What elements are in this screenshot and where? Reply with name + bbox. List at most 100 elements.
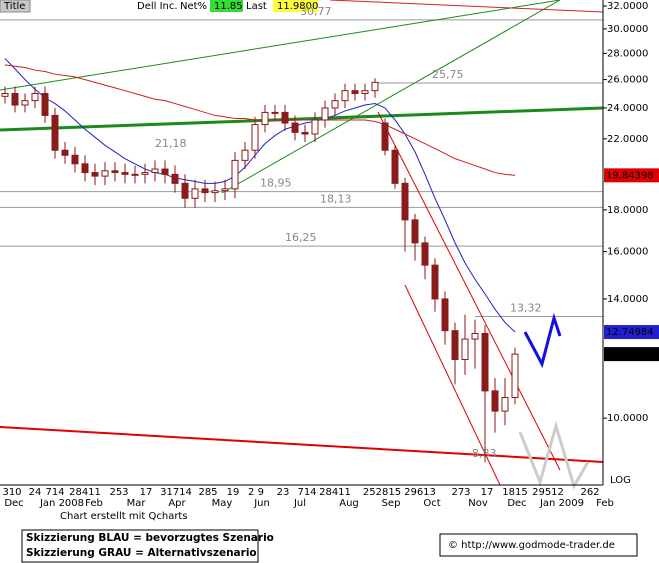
y-tick-label: 10.0000 xyxy=(607,413,648,424)
candle-body xyxy=(301,131,309,135)
level-label: 13,32 xyxy=(510,302,542,315)
candle-body xyxy=(451,330,459,360)
level-label: 18,95 xyxy=(260,177,292,190)
candle-body xyxy=(241,149,249,161)
header-title: Title xyxy=(3,1,25,12)
candle-body xyxy=(431,264,439,300)
annotations xyxy=(0,0,604,490)
candle-body xyxy=(481,332,489,392)
x-tick-label: 19 xyxy=(227,487,240,498)
x-tick-label: 285 xyxy=(198,487,217,498)
month-label: Feb xyxy=(596,498,614,509)
legend-text: Skizzierung BLAU = bevorzugtes Szenario xyxy=(26,532,274,544)
trend-line xyxy=(329,0,604,13)
candle-body xyxy=(231,159,239,190)
y-tick-label: 22.0000 xyxy=(607,134,648,145)
month-label: Jul xyxy=(293,498,306,509)
candle-body xyxy=(261,111,269,126)
candle-body xyxy=(361,90,369,94)
y-tick-label: 14.0000 xyxy=(607,294,648,305)
x-tick-label: 17 xyxy=(140,487,153,498)
candle-body xyxy=(421,242,429,266)
month-label: Mar xyxy=(127,498,147,509)
candle-body xyxy=(501,396,509,412)
price-box xyxy=(604,325,659,340)
x-tick-label: 262 xyxy=(580,487,599,498)
y-tick-label: 24.0000 xyxy=(607,103,648,114)
level-label: 30,77 xyxy=(300,5,332,18)
level-label: 8,83 xyxy=(472,447,497,460)
candle-body xyxy=(511,353,519,398)
header-net-label: Net% xyxy=(180,1,207,12)
y-tick-label: 16.0000 xyxy=(607,247,648,258)
candle-body xyxy=(281,111,289,124)
x-tick-label: 31714 xyxy=(160,487,192,498)
month-label: Jan 2009 xyxy=(539,498,584,509)
level-label: 18,13 xyxy=(320,192,352,205)
month-label: May xyxy=(212,498,233,509)
channel-line xyxy=(377,111,561,471)
trend-line xyxy=(0,426,604,463)
candle-body xyxy=(81,163,89,174)
month-label: Apr xyxy=(168,498,186,509)
x-tick-label: 28411 xyxy=(319,487,351,498)
candle-body xyxy=(111,170,119,174)
candle-body xyxy=(291,122,299,133)
price-box xyxy=(604,168,659,183)
month-label: Oct xyxy=(423,498,440,509)
candle-body xyxy=(331,100,339,109)
candle-body xyxy=(131,173,139,176)
credit: Chart erstellt mit Qcharts xyxy=(60,511,188,522)
x-tick-label: 2 9 xyxy=(248,487,264,498)
x-tick-label: 252815 xyxy=(363,487,401,498)
month-label: Jun xyxy=(253,498,270,509)
header-net: 11.85 xyxy=(214,1,243,12)
candle-body xyxy=(391,149,399,184)
level-label: 16,25 xyxy=(285,231,317,244)
candle-body xyxy=(251,124,259,151)
price-label: 12.74984 xyxy=(606,327,654,338)
x-tick-label: 253 xyxy=(109,487,128,498)
y-tick-label: 18.0000 xyxy=(607,205,648,216)
level-label: 21,18 xyxy=(155,137,187,150)
price-label: 11.9800 xyxy=(606,349,647,360)
trend-line xyxy=(221,0,561,194)
candle-body xyxy=(1,92,9,97)
candle-body xyxy=(371,81,379,92)
candle-body xyxy=(411,219,419,244)
candle-body xyxy=(191,188,199,199)
month-label: Sep xyxy=(382,498,401,509)
ma-line xyxy=(4,64,516,176)
x-tick-label: 714 xyxy=(45,487,64,498)
header-name: Dell Inc. xyxy=(137,1,178,12)
candle-body xyxy=(21,100,29,106)
x-tick-label: 17 xyxy=(481,487,494,498)
candle-body xyxy=(91,172,99,177)
candle-body xyxy=(471,332,479,340)
candle-body xyxy=(181,182,189,199)
y-tick-label: 26.0000 xyxy=(607,75,648,86)
candle-body xyxy=(11,92,19,106)
candle-body xyxy=(271,111,279,114)
title-box xyxy=(0,0,31,13)
candle-body xyxy=(321,107,329,121)
x-tick-label: 29613 xyxy=(404,487,436,498)
candle-body xyxy=(121,172,129,175)
x-tick-label: 23 xyxy=(277,487,290,498)
price-box xyxy=(604,347,659,362)
candle-body xyxy=(31,92,39,102)
candle-body xyxy=(341,90,349,102)
candle-body xyxy=(151,168,159,174)
x-tick-label: 310 xyxy=(2,487,21,498)
candle-body xyxy=(161,168,169,175)
copyright: © http://www.godmode-trader.de xyxy=(448,540,615,551)
scenario-blue xyxy=(523,312,562,369)
candle-body xyxy=(381,122,389,151)
last-box xyxy=(273,0,318,12)
candle-body xyxy=(491,390,499,412)
x-tick-label: 24 xyxy=(29,487,42,498)
candle-body xyxy=(71,154,79,165)
candle-body xyxy=(61,149,69,156)
header-last: 11.9800 xyxy=(277,1,318,12)
